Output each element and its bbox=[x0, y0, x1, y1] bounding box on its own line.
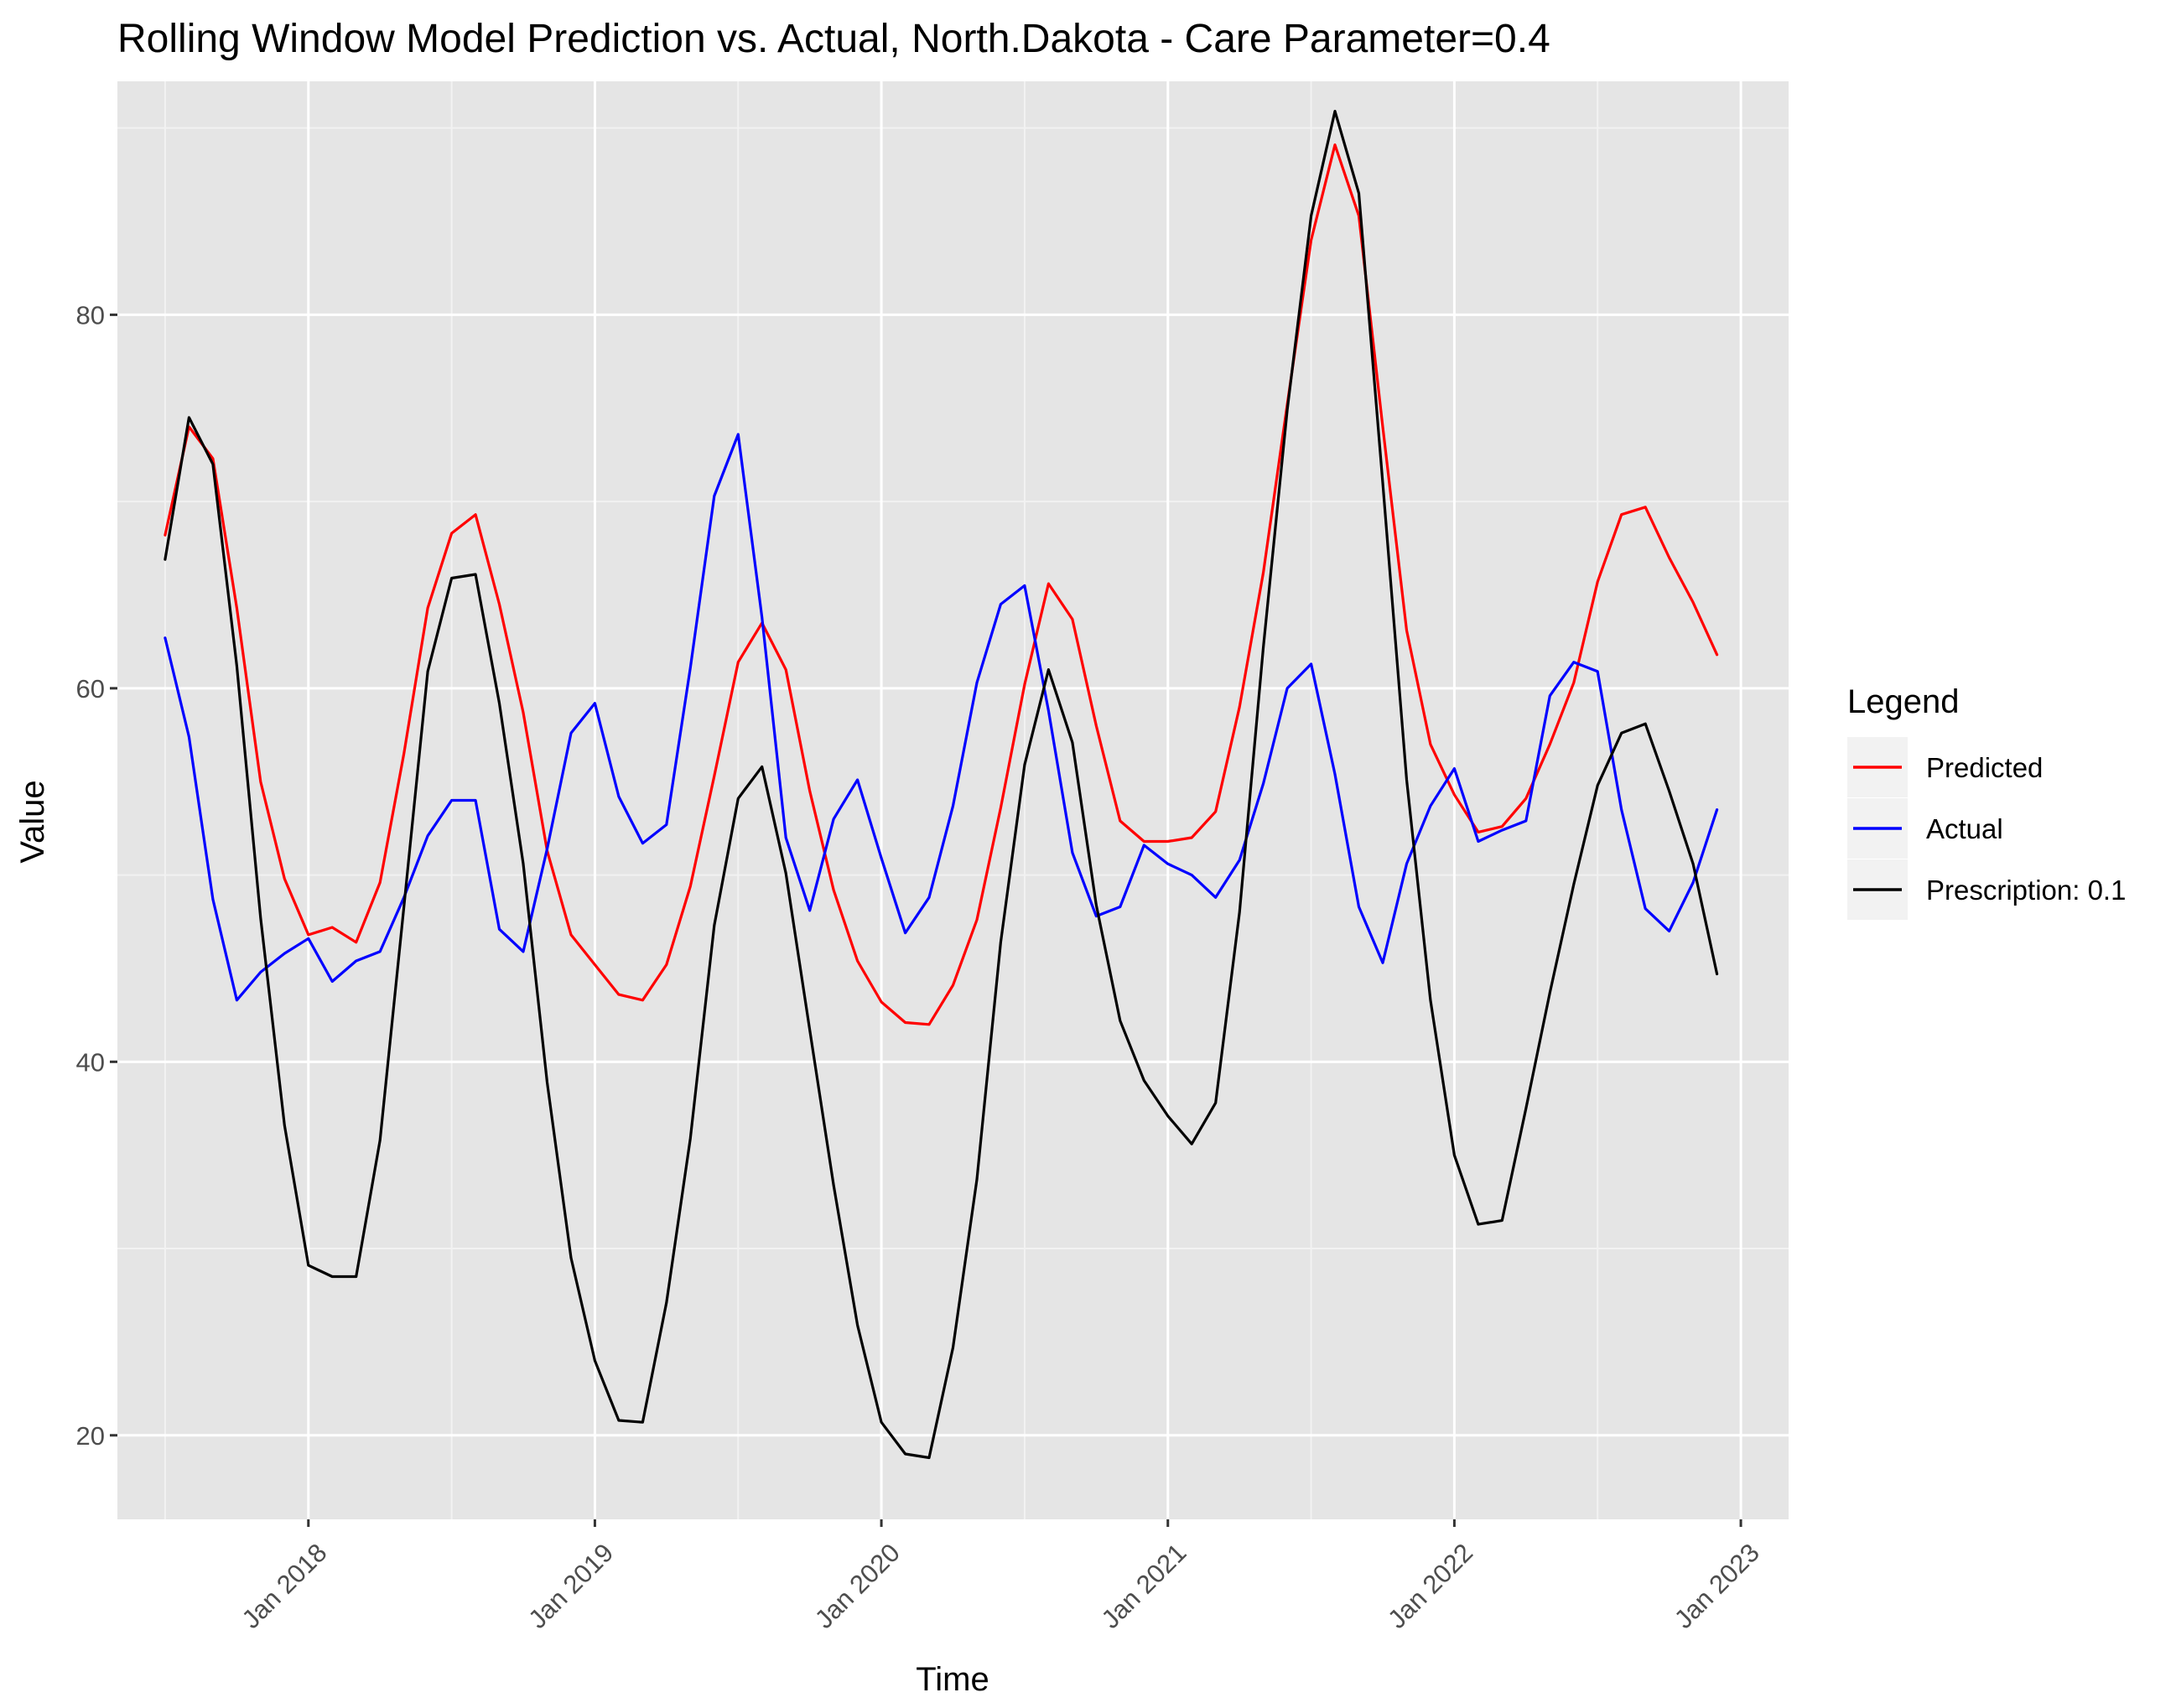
y-axis-title: Value bbox=[14, 780, 51, 863]
series-layer bbox=[164, 110, 1719, 1460]
chart-title: Rolling Window Model Prediction vs. Actu… bbox=[117, 17, 1550, 61]
x-tick-label: Jan 2021 bbox=[1096, 1538, 1192, 1634]
x-tick-label: Jan 2022 bbox=[1382, 1538, 1478, 1634]
series-line-2 bbox=[164, 433, 1719, 1002]
x-tick-label: Jan 2018 bbox=[236, 1538, 333, 1634]
series-line-1 bbox=[164, 143, 1719, 1026]
y-tick-label: 80 bbox=[76, 300, 105, 330]
legend-items: Predicted Actual Prescription: 0.1 bbox=[1847, 737, 2126, 920]
legend-title: Legend bbox=[1847, 683, 1959, 720]
y-tick-label: 40 bbox=[76, 1047, 105, 1077]
y-tick-label: 20 bbox=[76, 1421, 105, 1451]
legend-label-2: Actual bbox=[1926, 813, 2003, 844]
series-line-3 bbox=[164, 110, 1719, 1460]
legend-label-3: Prescription: 0.1 bbox=[1926, 875, 2126, 906]
y-tick-label: 60 bbox=[76, 674, 105, 703]
major-gridlines bbox=[117, 81, 1789, 1519]
x-tick-label: Jan 2023 bbox=[1669, 1538, 1765, 1634]
legend: Legend Predicted Actual Prescription: 0.1 bbox=[1847, 683, 2126, 920]
legend-label-1: Predicted bbox=[1926, 752, 2043, 783]
x-tick-label: Jan 2020 bbox=[809, 1538, 906, 1634]
x-tick-label: Jan 2019 bbox=[522, 1538, 619, 1634]
x-axis-title: Time bbox=[916, 1661, 989, 1698]
